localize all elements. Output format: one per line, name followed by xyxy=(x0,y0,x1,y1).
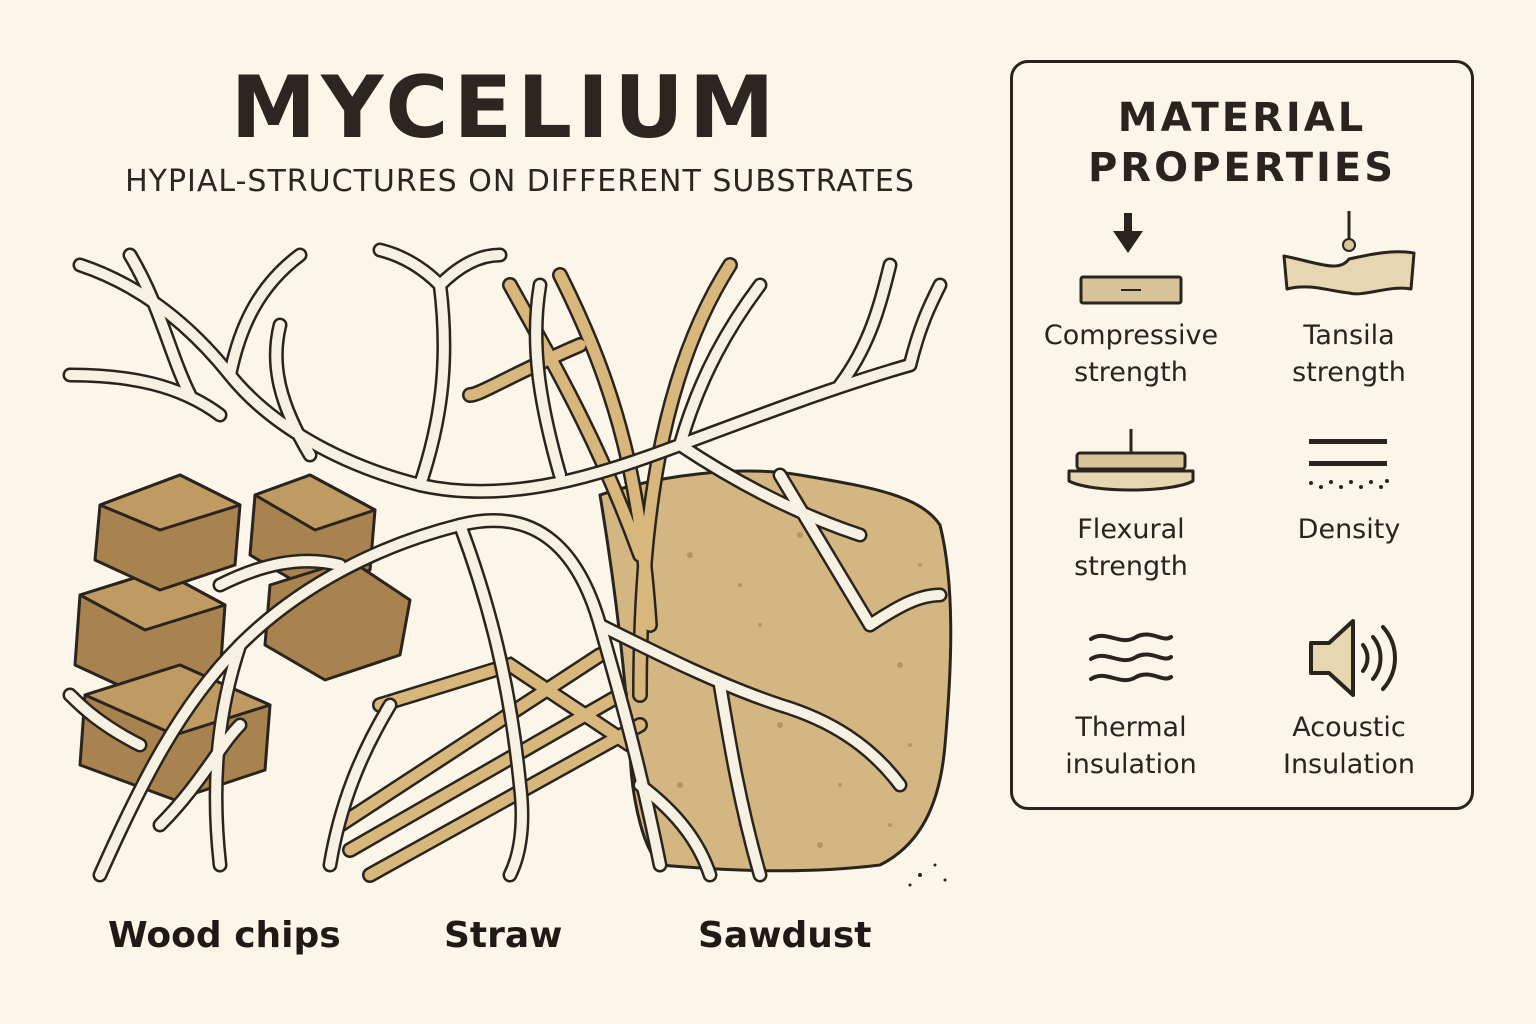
property-density: Density xyxy=(1239,425,1459,548)
hyphae-network xyxy=(62,242,948,883)
mycelium-illustration xyxy=(62,242,953,887)
substrate-label-wood-chips: Wood chips xyxy=(108,915,341,956)
compression-icon xyxy=(1079,213,1183,305)
page-subtitle: HYPIAL-STRUCTURES ON DIFFERENT SUBSTRATE… xyxy=(125,164,915,199)
panel-title-line1: MATERIAL xyxy=(1117,95,1367,141)
panel-title-line2: PROPERTIES xyxy=(1087,145,1397,191)
page-title: MYCELIUM xyxy=(230,58,780,158)
material-properties-panel: MATERIAL PROPERTIES Compressive strength… xyxy=(1010,60,1474,810)
property-label: Compressive strength xyxy=(1043,320,1219,388)
property-flexural-strength: Flexural strength xyxy=(1021,425,1241,585)
property-label: Thermal insulation xyxy=(1065,712,1197,780)
property-label: Tansila strength xyxy=(1292,320,1406,388)
property-label: Flexural strength xyxy=(1074,514,1188,582)
thermal-icon xyxy=(1089,632,1173,683)
property-compressive-strength: Compressive strength xyxy=(1021,211,1241,391)
substrate-label-sawdust: Sawdust xyxy=(698,915,872,956)
property-tensile-strength: Tansila strength xyxy=(1239,211,1459,391)
density-icon xyxy=(1309,439,1389,489)
panel-title: MATERIAL PROPERTIES xyxy=(1013,93,1471,193)
property-acoustic-insulation: Acoustic Insulation xyxy=(1239,613,1459,783)
flexural-icon xyxy=(1067,429,1195,492)
tensile-icon xyxy=(1282,211,1416,296)
property-label: Density xyxy=(1297,514,1401,545)
property-thermal-insulation: Thermal insulation xyxy=(1021,613,1241,783)
acoustic-icon xyxy=(1309,619,1397,697)
substrate-label-straw: Straw xyxy=(444,915,563,956)
property-label: Acoustic Insulation xyxy=(1282,712,1416,780)
